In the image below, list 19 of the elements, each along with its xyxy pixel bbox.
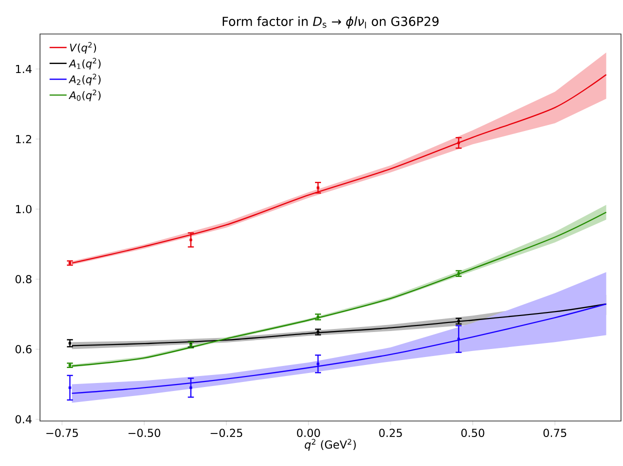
x-axis-title: q$^{2}$ (GeV$^{2}$) xyxy=(304,438,356,451)
legend-label: V(q$^{2}$) xyxy=(70,42,96,54)
y-tick-label: 1.2 xyxy=(16,134,32,144)
chart-title: Form factor in D$_{s}$ → ϕlν$_{l}$ on G36P29 xyxy=(222,16,439,28)
legend-label: A$_{0}$(q$^{2}$) xyxy=(68,90,101,102)
x-tick-label: −0.50 xyxy=(128,428,160,438)
y-tick-label: 1.0 xyxy=(16,204,32,214)
y-tick-label: 0.8 xyxy=(16,275,32,284)
x-tick-label: 0.50 xyxy=(461,428,484,438)
x-tick-label: 0.75 xyxy=(543,428,566,438)
x-tick-label: 0.00 xyxy=(297,428,320,438)
y-tick-label: 1.4 xyxy=(16,65,32,73)
legend-label: A$_{2}$(q$^{2}$) xyxy=(68,74,101,86)
y-tick-label: 0.6 xyxy=(16,345,32,354)
x-tick-label: −0.25 xyxy=(210,428,242,438)
x-tick-label: 0.25 xyxy=(379,428,402,438)
legend-label: A$_{1}$(q$^{2}$) xyxy=(68,58,101,70)
x-tick-label: −0.75 xyxy=(46,428,78,438)
y-tick-label: 0.4 xyxy=(16,415,32,424)
